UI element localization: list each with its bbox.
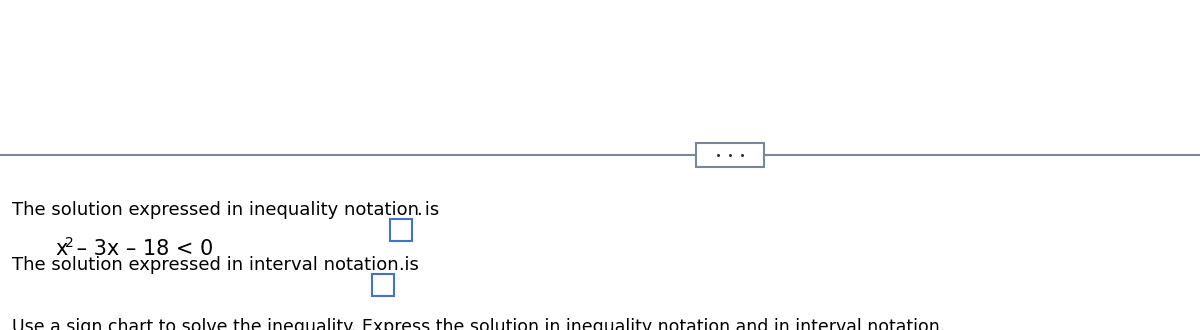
- Text: .: .: [416, 201, 421, 219]
- FancyBboxPatch shape: [696, 143, 764, 167]
- FancyBboxPatch shape: [372, 274, 394, 296]
- Text: .: .: [398, 256, 403, 274]
- FancyBboxPatch shape: [390, 219, 412, 241]
- Text: The solution expressed in interval notation is: The solution expressed in interval notat…: [12, 256, 419, 274]
- Text: Use a sign chart to solve the inequality. Express the solution in inequality not: Use a sign chart to solve the inequality…: [12, 318, 946, 330]
- Text: x: x: [55, 239, 67, 259]
- Text: – 3x – 18 < 0: – 3x – 18 < 0: [70, 239, 214, 259]
- Text: The solution expressed in inequality notation is: The solution expressed in inequality not…: [12, 201, 439, 219]
- Text: 2: 2: [65, 236, 73, 250]
